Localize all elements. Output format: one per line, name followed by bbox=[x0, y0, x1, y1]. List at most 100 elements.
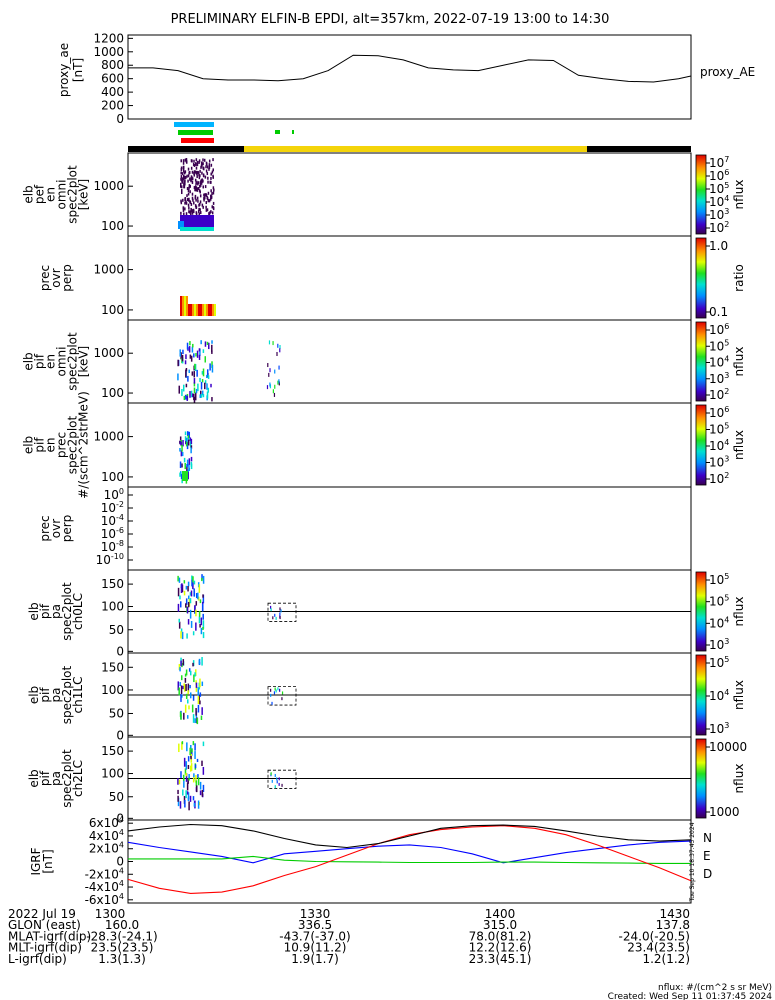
spectrogram-cell bbox=[194, 196, 197, 200]
spectrogram-cell bbox=[182, 471, 188, 481]
elb_pef_en_spec2plot_omni-cells bbox=[178, 158, 215, 231]
spectrogram-cell bbox=[177, 797, 180, 807]
spectrogram-cell bbox=[202, 632, 205, 639]
spectrogram-cell bbox=[266, 385, 269, 390]
spectrogram-cell bbox=[195, 188, 197, 192]
proxy-ae-unit: [nT] bbox=[71, 58, 85, 82]
spectrogram-cell bbox=[195, 622, 197, 631]
spectrogram-cell bbox=[194, 304, 196, 316]
spectrogram-cell bbox=[190, 390, 193, 398]
colorbar-tick: 105 bbox=[709, 594, 729, 609]
spectrogram-cell bbox=[184, 201, 186, 205]
spectrogram-cell bbox=[196, 180, 198, 184]
spectrogram-cell bbox=[199, 678, 201, 688]
elb_pif_pa_spec2plot_ch2LC-ylabel: pif bbox=[38, 770, 52, 786]
spectrogram-cell bbox=[183, 590, 186, 596]
spectrogram-cell bbox=[202, 158, 204, 162]
spectrogram-cell bbox=[210, 163, 213, 167]
spectrogram-cell bbox=[186, 194, 188, 198]
spectrogram-cell bbox=[181, 389, 183, 397]
footer-value: -24.0(-20.5) bbox=[619, 929, 690, 943]
spectrogram-cell bbox=[190, 745, 192, 749]
spectrogram-cell bbox=[276, 780, 278, 784]
spectrogram-cell bbox=[185, 369, 187, 378]
footer-value: -43.7(-37.0) bbox=[279, 929, 350, 943]
spectrogram-cell bbox=[196, 188, 199, 192]
spectrogram-cell bbox=[191, 180, 194, 184]
spectrogram-cell bbox=[182, 169, 185, 173]
spectrogram-cell bbox=[278, 777, 280, 781]
spectrogram-cell bbox=[212, 168, 214, 172]
spectrogram-cell bbox=[190, 445, 193, 449]
spectrogram-cell bbox=[193, 171, 195, 175]
spectrogram-cell bbox=[208, 163, 211, 167]
elb_pif_en_spec2plot_prec-ytick: 1000 bbox=[93, 430, 124, 444]
igrf-ylabel: IGRF bbox=[29, 847, 43, 875]
elb_pif_pa_spec2plot_ch0LC-ylabel: spec2plot bbox=[60, 582, 74, 641]
prec_ovr_perp_pef-cells bbox=[180, 296, 216, 316]
spectrogram-cell bbox=[204, 175, 207, 179]
spectrogram-cell bbox=[277, 687, 279, 691]
spectrogram-cell bbox=[180, 159, 182, 163]
spectrogram-cell bbox=[182, 208, 185, 212]
spectrogram-cell bbox=[212, 207, 215, 211]
spectrogram-cell bbox=[190, 447, 192, 454]
spectrogram-cell bbox=[187, 472, 189, 480]
spectrogram-cell bbox=[198, 212, 201, 216]
spectrogram-cell bbox=[184, 296, 186, 316]
spectrogram-cell bbox=[184, 360, 187, 365]
elb_pef_en_spec2plot_omni-ylabel: omni bbox=[55, 180, 69, 210]
spectrogram-cell bbox=[187, 189, 190, 193]
proxy-ae-ylabel: proxy_ae bbox=[57, 43, 71, 97]
spectrogram-cell bbox=[197, 800, 200, 809]
colorbar-tick: 102 bbox=[709, 387, 729, 402]
spectrogram-cell bbox=[181, 191, 183, 195]
spectrogram-cell bbox=[199, 174, 201, 178]
elb_pif_pa_spec2plot_ch0LC-ylabel: ch0LC bbox=[71, 593, 85, 630]
spectrogram-cell bbox=[191, 159, 193, 163]
spectrogram-cell bbox=[192, 576, 194, 583]
elb_pif_pa_spec2plot_ch2LC-ylabel: pa bbox=[49, 771, 63, 786]
spectrogram-cell bbox=[186, 464, 188, 468]
created-stamp: Created: Wed Sep 11 01:37:45 2024 bbox=[608, 992, 773, 1000]
spectrogram-cell bbox=[197, 186, 200, 190]
colorbar-tick: 1.0 bbox=[709, 239, 728, 253]
spectrogram-cell bbox=[188, 668, 191, 672]
spectrogram-cell bbox=[198, 348, 201, 352]
spectrogram-cell bbox=[199, 208, 201, 212]
elb_pif_pa_spec2plot_ch0LC-ytick: 150 bbox=[101, 577, 124, 591]
spectrogram-cell bbox=[177, 795, 179, 802]
spectrogram-cell bbox=[191, 192, 194, 196]
prec_ovr_perp_pif-ylabel: prec bbox=[38, 515, 52, 541]
spectrogram-cell bbox=[206, 304, 208, 316]
spectrogram-cell bbox=[190, 620, 193, 628]
orbit-bar-black-right bbox=[587, 146, 691, 152]
spectrogram-cell bbox=[183, 180, 185, 184]
spectrogram-cell bbox=[193, 163, 196, 167]
spectrogram-cell bbox=[181, 631, 184, 640]
spectrogram-cell bbox=[195, 685, 198, 692]
spectrogram-cell bbox=[186, 742, 188, 752]
spectrogram-cell bbox=[187, 683, 190, 692]
spectrogram-cell bbox=[182, 165, 185, 169]
spectrogram-cell bbox=[184, 673, 187, 677]
spectrogram-cell bbox=[195, 680, 197, 685]
igrf-ytick: -6x104 bbox=[85, 892, 124, 907]
spectrogram-cell bbox=[281, 691, 284, 695]
spectrogram-cell bbox=[190, 175, 193, 179]
colorbar-label: nflux bbox=[732, 180, 746, 210]
spectrogram-cell bbox=[192, 714, 195, 723]
elb_pef_en_spec2plot_omni-ylabel: pef bbox=[33, 184, 47, 204]
spectrogram-cell bbox=[202, 594, 205, 604]
spectrogram-cell bbox=[205, 201, 208, 205]
spectrogram-cell bbox=[185, 440, 188, 447]
spectrogram-cell bbox=[199, 700, 201, 705]
spectrogram-cell bbox=[188, 369, 190, 373]
proxy-ae-ytick: 1000 bbox=[93, 45, 124, 59]
elb_pif_pa_spec2plot_ch0LC-box bbox=[267, 602, 297, 622]
colorbar-tick: 105 bbox=[709, 338, 729, 353]
spectrogram-cell bbox=[188, 184, 191, 188]
proxy-ae-panel: proxy_ae [nT] proxy_AE 12001000800600400… bbox=[57, 31, 755, 126]
